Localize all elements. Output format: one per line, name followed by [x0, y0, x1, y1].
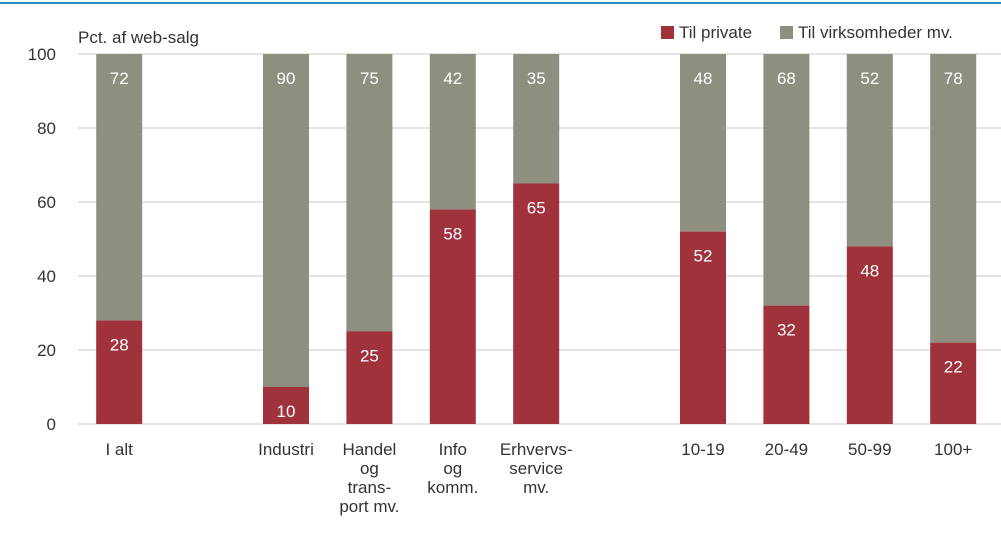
bar-segment-business — [429, 54, 476, 210]
x-tick-label: 10-19 — [681, 440, 724, 459]
x-tick-label-line: Info — [439, 440, 467, 459]
bar-segment-private — [846, 246, 893, 424]
data-label: 78 — [944, 69, 963, 88]
legend-swatch-private — [661, 26, 674, 39]
x-tick-label: Info og komm. — [427, 440, 478, 497]
data-label: 58 — [443, 224, 462, 243]
bar-segment-private — [429, 209, 476, 424]
y-axis-label: Pct. af web-salg — [78, 28, 199, 47]
legend-swatch-business — [780, 26, 793, 39]
bar-segment-business — [263, 54, 309, 387]
bars: 28 72 10 90 25 75 58 42 65 35 52 48 32 68 48 52 22 78 — [96, 54, 977, 424]
bar-segment-business — [846, 54, 893, 247]
bar-segment-business — [680, 54, 726, 232]
data-label: 75 — [360, 69, 379, 88]
x-tick-label-line: trans- — [348, 478, 391, 497]
x-tick-label: Industri — [258, 440, 314, 459]
x-tick-label-line: Handel — [342, 440, 396, 459]
x-tick-label-line: 50-99 — [848, 440, 891, 459]
x-tick-label-line: og — [360, 459, 379, 478]
y-tick-label: 80 — [37, 119, 56, 138]
bar-segment-private — [513, 183, 560, 424]
bar-segment-business — [346, 54, 393, 332]
x-tick-label-line: port mv. — [339, 497, 399, 516]
x-tick-label-line: 20-49 — [765, 440, 808, 459]
data-label: 10 — [277, 402, 296, 421]
y-tick-label: 0 — [47, 415, 56, 434]
bar-segment-private — [763, 305, 810, 424]
bar-segment-business — [763, 54, 810, 306]
x-tick-label-line: komm. — [427, 478, 478, 497]
x-axis: I alt Industri Handel og trans-port mv.Info o… — [105, 440, 972, 516]
data-label: 25 — [360, 347, 379, 366]
legend-label-business: Til virksomheder mv. — [798, 23, 953, 42]
data-label: 42 — [443, 69, 462, 88]
y-tick-label: 60 — [37, 193, 56, 212]
x-tick-label-line: mv. — [523, 478, 549, 497]
bar-segment-private — [680, 231, 726, 424]
x-tick-label-line: 100+ — [934, 440, 972, 459]
bar-segment-private — [96, 320, 143, 424]
data-label: 35 — [527, 69, 546, 88]
legend: Til private Til virksomheder mv. — [661, 23, 953, 42]
bar-segment-private — [930, 342, 977, 424]
x-tick-label-line: Erhvervs- — [500, 440, 573, 459]
y-tick-label: 40 — [37, 267, 56, 286]
x-tick-label: Erhvervs-service mv. — [500, 440, 573, 497]
y-tick-label: 20 — [37, 341, 56, 360]
x-tick-label: Handel og trans-port mv. — [339, 440, 399, 516]
data-label: 48 — [694, 69, 713, 88]
bar-segment-business — [930, 54, 977, 343]
x-tick-label-line: 10-19 — [681, 440, 724, 459]
data-label: 68 — [777, 69, 796, 88]
data-label: 52 — [860, 69, 879, 88]
x-tick-label-line: I alt — [105, 440, 133, 459]
data-label: 65 — [527, 199, 546, 218]
bar-segment-private — [346, 331, 393, 424]
x-tick-label: I alt — [105, 440, 133, 459]
x-tick-label: 20-49 — [765, 440, 808, 459]
bar-segment-private — [263, 387, 309, 424]
data-label: 90 — [277, 69, 296, 88]
data-label: 22 — [944, 358, 963, 377]
data-label: 52 — [694, 247, 713, 266]
data-label: 28 — [110, 335, 129, 354]
data-label: 32 — [777, 321, 796, 340]
x-tick-label-line: service — [509, 459, 563, 478]
bar-segment-business — [513, 54, 560, 184]
y-axis: 0 20 40 60 80 100 — [28, 45, 56, 434]
x-tick-label: 50-99 — [848, 440, 891, 459]
x-tick-label-line: og — [443, 459, 462, 478]
bar-segment-business — [96, 54, 143, 321]
data-label: 72 — [110, 69, 129, 88]
x-tick-label: 100+ — [934, 440, 972, 459]
x-tick-label-line: Industri — [258, 440, 314, 459]
legend-label-private: Til private — [679, 23, 752, 42]
data-label: 48 — [860, 261, 879, 280]
y-tick-label: 100 — [28, 45, 56, 64]
